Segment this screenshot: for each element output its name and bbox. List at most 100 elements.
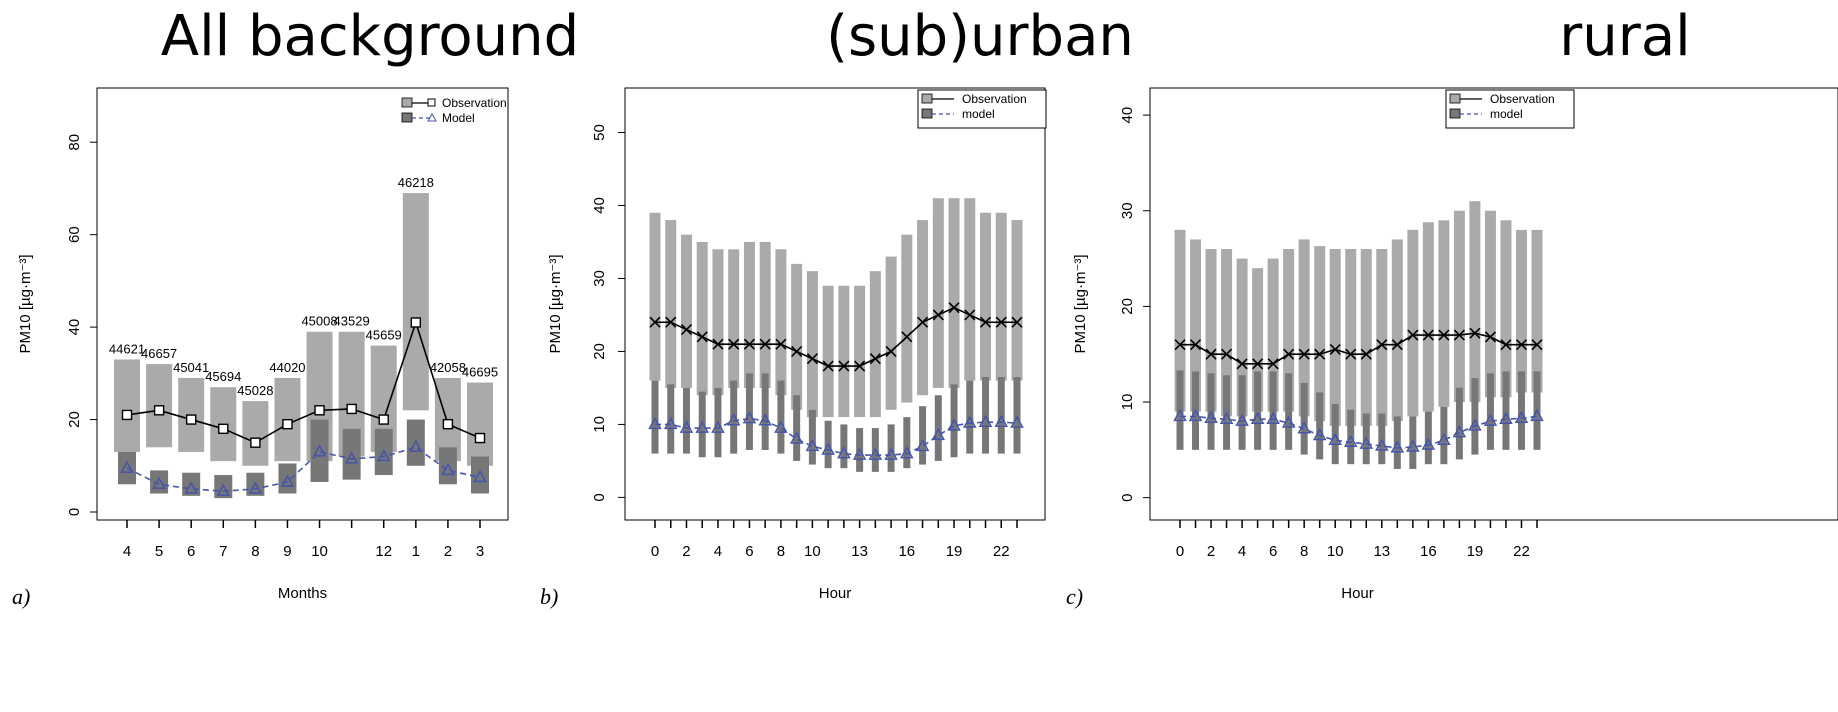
x-tick-label: 0 [1176, 543, 1184, 560]
y-tick-label: 40 [591, 197, 608, 214]
x-tick-label: 6 [745, 543, 753, 560]
model-range-bar [761, 373, 769, 450]
observation-point [806, 353, 818, 365]
model-point [1375, 438, 1389, 451]
x-tick-label: 10 [311, 543, 328, 560]
observation-range-bar [838, 285, 850, 418]
model-point [280, 474, 295, 487]
sample-count-label: 46657 [141, 346, 177, 361]
observation-range-bar [1011, 220, 1023, 381]
observation-point [901, 331, 913, 343]
x-tick-label: 8 [1300, 543, 1308, 560]
model-point [216, 483, 231, 496]
plot-frame [96, 87, 509, 521]
model-point [1312, 427, 1327, 441]
model-range-bar [1013, 376, 1021, 454]
observation-range-bar [649, 212, 661, 381]
y-tick-label: 40 [1119, 107, 1136, 124]
observation-range-bar [728, 249, 740, 388]
model-range-bar [150, 470, 169, 494]
y-tick-label: 80 [66, 134, 83, 151]
model-point [868, 447, 883, 460]
legend-swatch [921, 93, 933, 104]
chart-panel-a: 4462146657450414569445028440204500843529… [12, 87, 509, 609]
observation-range-bar [696, 241, 708, 396]
y-tick-label: 30 [1119, 202, 1136, 219]
model-range-bar [808, 409, 816, 465]
model-range-bar [1409, 416, 1417, 469]
observation-range-bar [1267, 258, 1279, 412]
observation-range-bar [1469, 201, 1481, 403]
observation-range-bar [1484, 210, 1496, 398]
observation-point [1422, 329, 1434, 341]
x-tick-label: 4 [1238, 543, 1246, 560]
model-range-bar [1486, 373, 1494, 450]
panel-c-title: rural [1559, 4, 1691, 69]
observation-range-bar [791, 263, 803, 410]
observation-point [1376, 339, 1388, 351]
observation-line [126, 319, 481, 444]
legend-label: Observation [962, 92, 1027, 106]
model-point [1010, 415, 1024, 428]
y-tick-label: 10 [1119, 394, 1136, 411]
model-point [1421, 437, 1436, 450]
model-point [789, 431, 804, 444]
model-point [1219, 411, 1234, 424]
observation-range-bar [1345, 249, 1357, 426]
model-point [1297, 421, 1311, 434]
observation-point [743, 338, 756, 350]
observation-range-bar [948, 198, 960, 388]
observation-point [665, 316, 677, 328]
model-point [441, 462, 455, 476]
x-tick-label: 16 [1420, 543, 1437, 560]
observation-point [916, 316, 929, 328]
observation-range-bar [467, 382, 493, 466]
y-tick-label: 0 [66, 508, 83, 516]
model-range-bar [278, 463, 297, 494]
panel-label: a) [12, 584, 30, 609]
observation-range-bar [1190, 239, 1202, 412]
sample-count-label: 45041 [173, 360, 209, 375]
sample-count-label: 44020 [269, 360, 305, 375]
observation-range-bar [901, 234, 913, 403]
model-range-bar [310, 419, 329, 482]
legend-box [1445, 89, 1575, 129]
model-range-bar [1300, 382, 1308, 455]
observation-point [1205, 348, 1217, 360]
observation-point [474, 432, 486, 444]
model-point [1468, 418, 1482, 431]
observation-point [948, 302, 960, 314]
observation-range-bar [759, 241, 771, 388]
observation-point [1329, 343, 1341, 355]
observation-point [649, 316, 661, 328]
observation-range-bar [1531, 229, 1543, 393]
observation-range-bar [1376, 249, 1388, 426]
plot-frame [624, 87, 1046, 521]
model-point [1483, 413, 1498, 426]
observation-range-bar [1360, 249, 1372, 426]
observation-point [1221, 348, 1233, 360]
model-point [312, 444, 327, 457]
observation-range-bar [980, 212, 992, 381]
panel-label: b) [540, 584, 558, 609]
x-tick-label: 13 [851, 543, 868, 560]
observation-point [728, 338, 740, 350]
x-tick-label: 2 [1207, 543, 1215, 560]
sample-count-label: 43529 [334, 314, 370, 329]
model-point [884, 447, 898, 460]
observation-point [1515, 339, 1528, 351]
observation-point [1391, 339, 1403, 351]
model-point [248, 481, 263, 494]
x-tick-label: 1 [412, 543, 420, 560]
model-point [695, 420, 709, 433]
model-range-bar [903, 417, 911, 469]
observation-point [1407, 329, 1419, 341]
x-tick-label: 6 [1269, 543, 1277, 560]
model-point [1390, 440, 1405, 453]
model-point [1499, 411, 1513, 424]
observation-range-bar [932, 198, 944, 388]
model-range-bar [118, 451, 136, 485]
observation-point [1314, 348, 1326, 360]
